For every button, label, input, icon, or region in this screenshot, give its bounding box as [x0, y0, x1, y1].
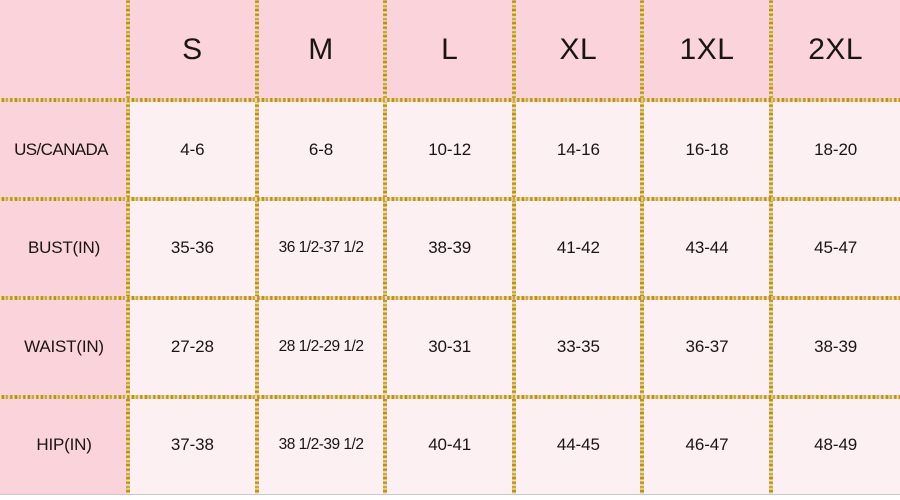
cell-waist-xl: 33-35: [514, 297, 643, 396]
cell-value: 35-36: [170, 238, 214, 258]
row-label-text: US/CANADA: [14, 139, 108, 159]
cell-value: 30-31: [428, 336, 472, 356]
cell-hip-2xl: 48-49: [771, 395, 900, 495]
size-label-m: M: [308, 33, 334, 66]
cell-value: 38-39: [814, 336, 858, 356]
cell-us-canada-m: 6-8: [256, 100, 386, 199]
cell-hip-l: 40-41: [385, 395, 515, 495]
cell-value: 36-37: [685, 336, 729, 356]
size-label-xl: XL: [559, 33, 598, 66]
table-row: US/CANADA 4-6 6-8 10-12 14-16 16-18: [0, 100, 900, 199]
cell-bust-m: 36 1/2-37 1/2: [256, 198, 386, 297]
cell-value: 41-42: [556, 238, 600, 258]
cell-value: 16-18: [685, 139, 729, 159]
row-label-waist: WAIST(IN): [0, 297, 129, 396]
cell-value: 14-16: [556, 139, 600, 159]
cell-us-canada-l: 10-12: [385, 100, 515, 199]
cell-hip-m: 38 1/2-39 1/2: [256, 395, 386, 495]
cell-value: 38-39: [428, 238, 472, 258]
cell-value: 36 1/2-37 1/2: [278, 239, 364, 256]
row-label-text: HIP(IN): [36, 435, 92, 455]
cell-value: 46-47: [685, 435, 729, 455]
cell-value: 10-12: [428, 139, 472, 159]
header-corner-cell: [0, 0, 129, 100]
cell-value: 40-41: [428, 435, 472, 455]
table-row: BUST(IN) 35-36 36 1/2-37 1/2 38-39 41-42…: [0, 198, 900, 297]
row-label-text: BUST(IN): [27, 238, 101, 258]
cell-value: 33-35: [556, 336, 600, 356]
row-label-text: WAIST(IN): [24, 336, 104, 356]
cell-bust-s: 35-36: [128, 198, 257, 297]
table-row: HIP(IN) 37-38 38 1/2-39 1/2 40-41 44-45 …: [0, 395, 900, 495]
row-label-bust: BUST(IN): [0, 198, 129, 297]
cell-hip-s: 37-38: [128, 395, 257, 495]
cell-waist-l: 30-31: [385, 297, 515, 396]
header-cell-s: S: [128, 0, 257, 100]
size-label-2xl: 2XL: [808, 33, 864, 66]
cell-value: 28 1/2-29 1/2: [278, 337, 364, 355]
size-label-1xl: 1XL: [679, 33, 735, 66]
cell-value: 38 1/2-39 1/2: [278, 436, 364, 453]
size-label-l: L: [441, 33, 459, 66]
cell-value: 44-45: [556, 435, 600, 455]
header-cell-xl: XL: [514, 0, 643, 100]
cell-us-canada-2xl: 18-20: [771, 100, 900, 199]
cell-bust-l: 38-39: [385, 198, 515, 297]
cell-value: 18-20: [814, 139, 858, 159]
cell-value: 45-47: [814, 238, 858, 258]
row-label-us-canada: US/CANADA: [0, 100, 129, 199]
cell-waist-1xl: 36-37: [642, 297, 772, 396]
cell-waist-2xl: 38-39: [771, 297, 900, 396]
header-cell-m: M: [256, 0, 386, 100]
header-cell-1xl: 1XL: [642, 0, 772, 100]
cell-bust-2xl: 45-47: [771, 198, 900, 297]
cell-us-canada-xl: 14-16: [514, 100, 643, 199]
cell-value: 37-38: [170, 435, 214, 455]
cell-us-canada-s: 4-6: [128, 100, 257, 199]
cell-value: 43-44: [685, 238, 729, 258]
size-label-s: S: [182, 33, 203, 66]
header-cell-l: L: [385, 0, 515, 100]
cell-value: 27-28: [170, 336, 214, 356]
cell-value: 48-49: [814, 435, 858, 455]
cell-us-canada-1xl: 16-18: [642, 100, 772, 199]
cell-hip-1xl: 46-47: [642, 395, 772, 495]
cell-hip-xl: 44-45: [514, 395, 643, 495]
cell-value: 6-8: [308, 139, 334, 159]
cell-value: 4-6: [180, 139, 205, 159]
table-header-row: S M L XL 1XL 2XL: [0, 0, 900, 100]
header-cell-2xl: 2XL: [771, 0, 900, 100]
table-row: WAIST(IN) 27-28 28 1/2-29 1/2 30-31 33-3…: [0, 297, 900, 396]
cell-waist-m: 28 1/2-29 1/2: [256, 297, 386, 396]
row-label-hip: HIP(IN): [0, 395, 129, 495]
cell-waist-s: 27-28: [128, 297, 257, 396]
cell-bust-1xl: 43-44: [642, 198, 772, 297]
cell-bust-xl: 41-42: [514, 198, 643, 297]
